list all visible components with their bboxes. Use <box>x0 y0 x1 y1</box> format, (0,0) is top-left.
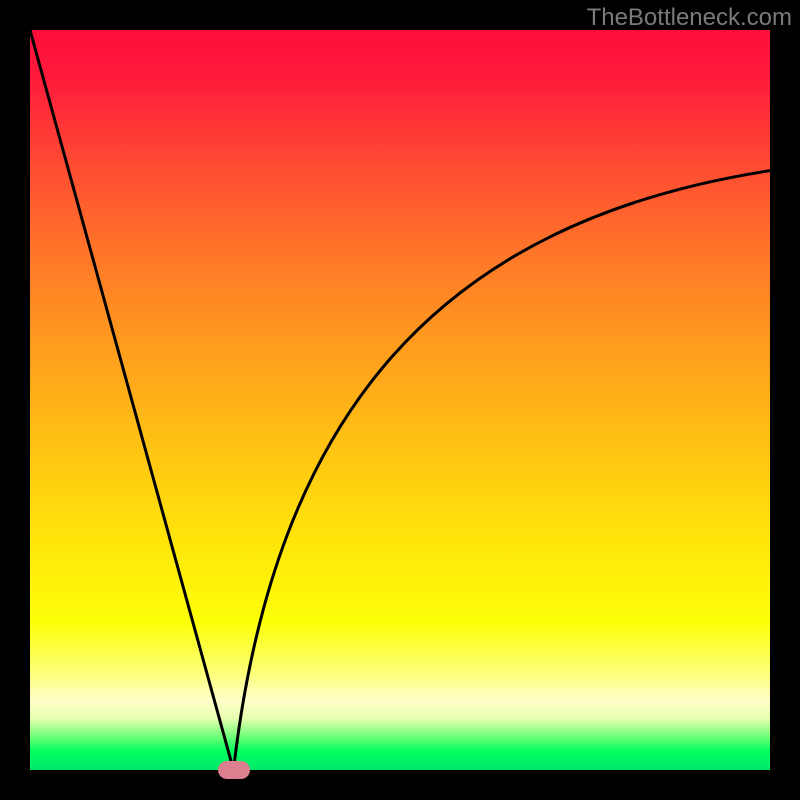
bottleneck-curve <box>30 30 770 770</box>
watermark-text: TheBottleneck.com <box>587 4 792 32</box>
plot-area <box>30 30 770 770</box>
minimum-marker <box>218 761 250 779</box>
